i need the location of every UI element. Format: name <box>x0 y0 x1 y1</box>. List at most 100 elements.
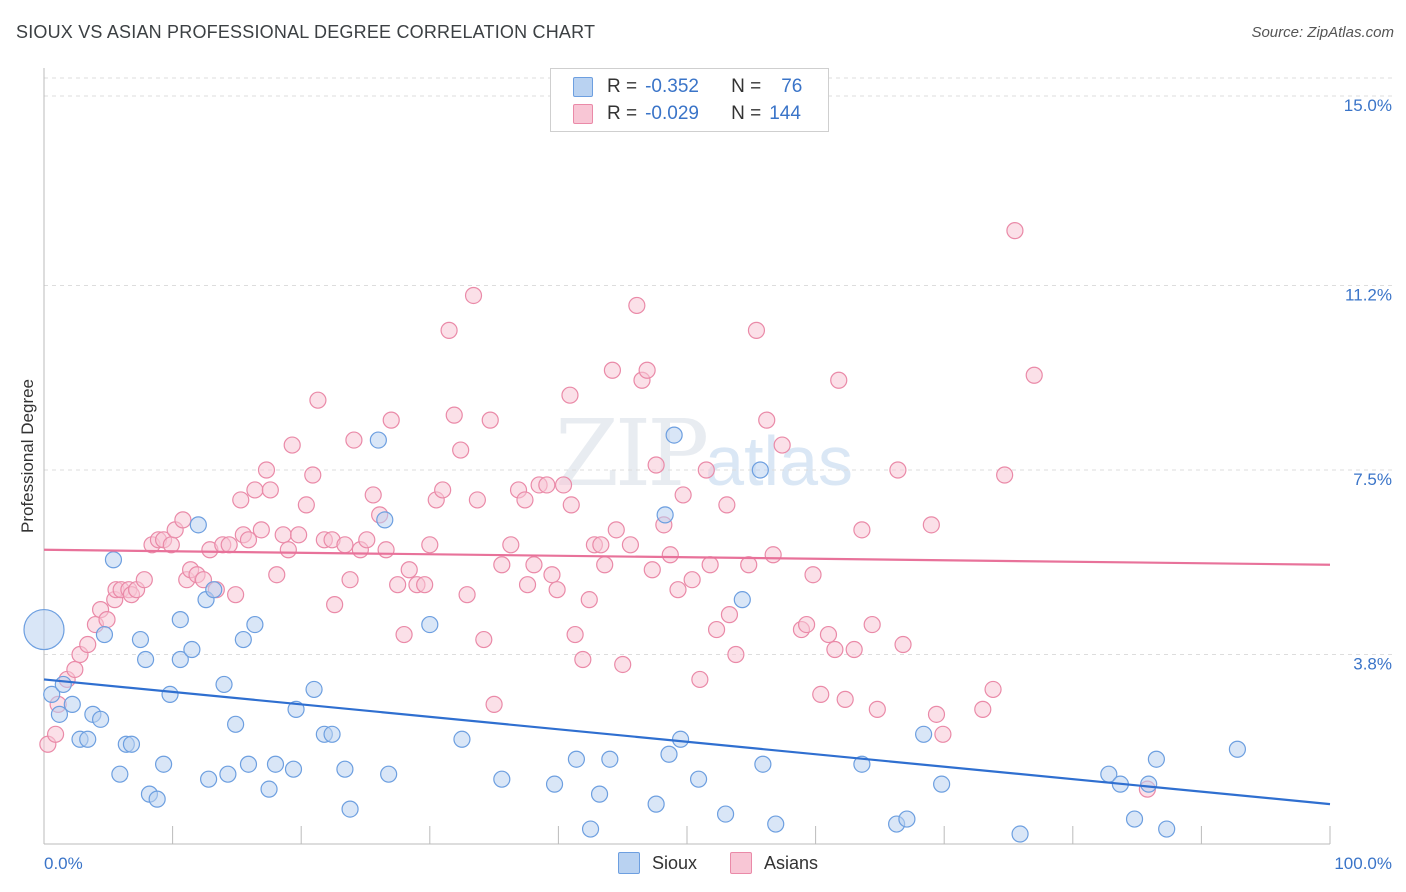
sioux-point <box>660 745 678 763</box>
asians-point <box>647 456 665 474</box>
asians-point <box>345 431 363 449</box>
n-label: N = <box>731 103 762 124</box>
y-axis-label: Professional Degree <box>18 379 37 533</box>
sioux-point <box>91 710 110 728</box>
asians-point <box>458 586 476 604</box>
asians-point <box>836 690 854 708</box>
sioux-point <box>183 640 201 659</box>
asians-point <box>889 461 907 479</box>
sioux-point <box>341 800 359 818</box>
asians-point <box>135 571 153 589</box>
asians-point <box>261 481 279 499</box>
sioux-point <box>200 770 218 788</box>
asians-point <box>974 700 992 718</box>
asians-point <box>661 546 679 564</box>
sioux-point <box>246 615 264 634</box>
sioux-point <box>104 551 123 569</box>
sioux-point <box>131 630 150 649</box>
sioux-point <box>1147 750 1165 768</box>
asians-point <box>440 321 458 339</box>
asians-point <box>309 391 327 409</box>
asians-point <box>628 296 646 315</box>
asians-point <box>485 695 503 713</box>
asians-point <box>614 655 632 674</box>
sioux-point <box>380 765 398 783</box>
asians-point <box>819 625 838 644</box>
sioux-point <box>671 730 690 748</box>
x-tick-label: 100.0% <box>1334 854 1392 873</box>
sioux-point <box>266 755 285 773</box>
asians-legend-swatch <box>730 852 752 874</box>
asians-point <box>283 436 301 454</box>
asians-n-value: 144 <box>769 103 801 124</box>
sioux-point <box>205 581 223 599</box>
sioux-legend-label: Sioux <box>652 852 698 873</box>
asians-point <box>194 571 213 589</box>
asians-point <box>336 536 354 554</box>
sioux-point <box>50 705 69 723</box>
asians-point <box>445 406 463 424</box>
asians-point <box>279 541 297 559</box>
asians-point <box>697 461 715 479</box>
asians-legend-label: Asians <box>764 852 819 873</box>
asians-point <box>669 581 687 599</box>
sioux-point <box>767 815 785 833</box>
axes <box>43 68 1331 845</box>
asians-point <box>382 411 400 429</box>
sioux-point <box>43 685 61 704</box>
legend-row-asians: R = -0.029 N = 144 <box>573 102 801 126</box>
sioux-point <box>260 780 278 798</box>
asians-point <box>304 466 322 484</box>
asians-r-value: -0.029 <box>645 103 699 124</box>
asians-point <box>592 536 610 554</box>
sioux-point <box>111 765 129 783</box>
asians-point <box>638 361 656 379</box>
asians-point <box>894 635 912 654</box>
data-points <box>23 222 1247 843</box>
sioux-point <box>647 795 665 813</box>
sioux-point <box>601 750 619 768</box>
sioux-point <box>234 630 252 649</box>
tick-labels: 3.8% 7.5% 11.2% 15.0% 0.0% 100.0% Professional… <box>18 96 1392 873</box>
sioux-point <box>898 810 916 828</box>
sioux-point <box>1228 740 1247 758</box>
asians-point <box>232 491 250 509</box>
sioux-point <box>733 591 751 609</box>
chart-title: SIOUX VS ASIAN PROFESSIONAL DEGREE CORRE… <box>16 22 596 42</box>
sioux-point <box>23 608 65 651</box>
asians-point <box>364 486 382 504</box>
asians-point <box>502 536 520 554</box>
asians-point <box>764 546 782 564</box>
asians-point <box>562 496 580 514</box>
asians-point <box>720 606 739 624</box>
sioux-point <box>227 715 245 733</box>
sioux-swatch <box>573 77 593 97</box>
asians-point <box>691 670 709 689</box>
sioux-point <box>754 755 772 773</box>
asians-point <box>1025 366 1043 384</box>
asians-point <box>718 496 736 514</box>
asians-point <box>683 571 701 589</box>
sioux-trend-line <box>43 678 1331 806</box>
sioux-point <box>689 770 708 788</box>
sioux-point <box>581 820 600 838</box>
sioux-n-value: 76 <box>781 76 803 97</box>
asians-point <box>464 286 483 305</box>
asians-point <box>79 635 97 654</box>
asians-point <box>727 645 745 664</box>
asians-point <box>377 541 395 559</box>
sioux-point <box>421 615 439 634</box>
sioux-r-value: -0.352 <box>645 76 699 97</box>
asians-point <box>927 705 946 723</box>
trend-lines <box>43 548 1331 806</box>
sioux-point <box>376 511 394 529</box>
sioux-point <box>79 730 97 748</box>
asians-point <box>227 586 245 604</box>
sioux-point <box>63 695 81 713</box>
sioux-point <box>305 680 323 699</box>
asians-point <box>452 441 470 459</box>
asians-point <box>853 521 871 539</box>
asians-point <box>326 596 344 614</box>
sioux-point <box>1140 775 1158 793</box>
